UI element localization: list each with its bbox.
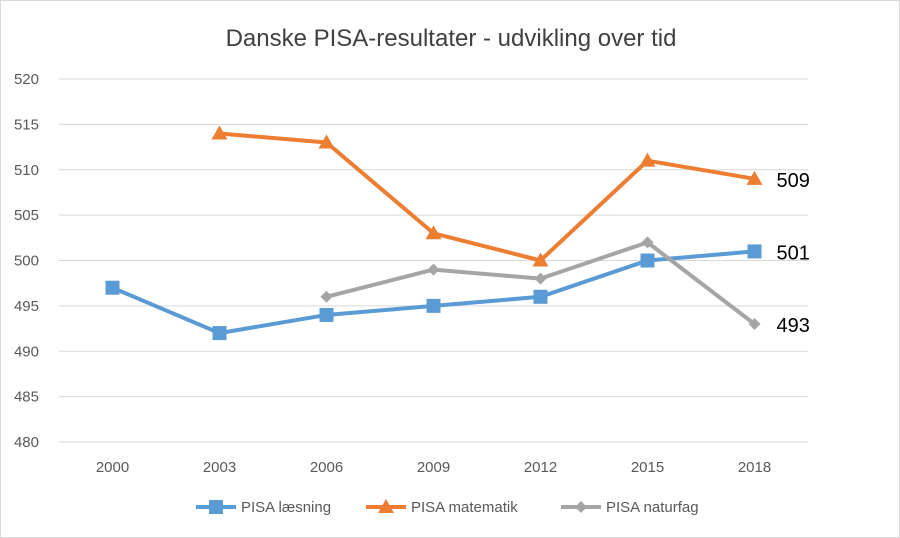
data-point-diamond <box>748 318 761 331</box>
y-tick-label: 500 <box>14 253 39 270</box>
x-tick-label: 2000 <box>96 459 129 476</box>
legend-label: PISA naturfag <box>606 499 699 516</box>
data-point-triangle <box>211 125 228 140</box>
data-point-square <box>533 289 548 304</box>
x-tick-label: 2009 <box>417 459 450 476</box>
x-tick-label: 2012 <box>524 459 557 476</box>
legend-label: PISA læsning <box>241 499 331 516</box>
data-point-diamond <box>575 501 587 513</box>
data-point-diamond <box>534 272 547 285</box>
end-data-label: 501 <box>777 242 810 264</box>
data-point-triangle <box>378 499 394 513</box>
y-tick-label: 495 <box>14 298 39 315</box>
chart-title: Danske PISA-resultater - udvikling over … <box>226 25 677 52</box>
data-point-triangle <box>532 252 549 267</box>
y-tick-label: 485 <box>14 389 39 406</box>
data-point-square <box>319 307 334 322</box>
x-tick-label: 2018 <box>738 459 771 476</box>
x-tick-label: 2003 <box>203 459 236 476</box>
y-tick-label: 480 <box>14 434 39 451</box>
end-data-label: 493 <box>777 315 810 337</box>
data-point-triangle <box>746 170 763 185</box>
x-tick-label: 2006 <box>310 459 343 476</box>
data-point-square <box>212 326 227 341</box>
end-data-label: 509 <box>777 170 810 192</box>
data-point-square <box>426 298 441 313</box>
data-point-square <box>105 280 120 295</box>
x-tick-label: 2015 <box>631 459 664 476</box>
y-tick-label: 520 <box>14 71 39 88</box>
data-point-square <box>640 253 655 268</box>
data-point-triangle <box>425 225 442 240</box>
y-tick-label: 505 <box>14 207 39 224</box>
y-tick-label: 510 <box>14 162 39 179</box>
y-tick-label: 490 <box>14 343 39 360</box>
data-point-square <box>747 244 762 259</box>
y-tick-label: 515 <box>14 116 39 133</box>
data-point-triangle <box>318 134 335 149</box>
legend-label: PISA matematik <box>411 499 518 516</box>
data-point-diamond <box>320 290 333 303</box>
data-point-square <box>209 500 223 514</box>
data-point-triangle <box>639 152 656 167</box>
series-line <box>219 131 755 263</box>
data-point-diamond <box>427 263 440 276</box>
data-point-diamond <box>641 236 654 249</box>
